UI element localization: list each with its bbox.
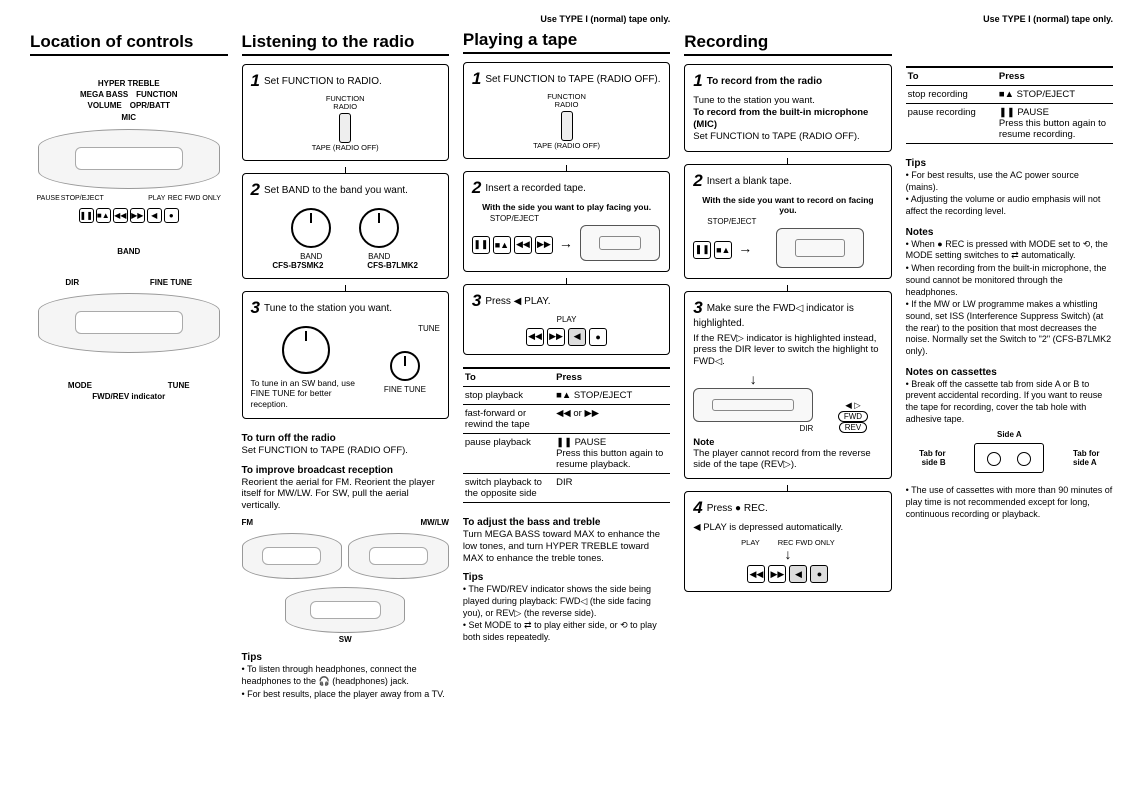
top-note-right: Use TYPE I (normal) tape only. <box>906 14 1113 24</box>
turn-off-head: To turn off the radio <box>242 433 449 444</box>
tape-tips: The FWD/REV indicator shows the side bei… <box>463 584 670 644</box>
tape-action-table: ToPress stop playback■▲ STOP/EJECT fast-… <box>463 367 670 503</box>
device-front-diagram <box>38 293 220 353</box>
section-title-controls: Location of controls <box>30 32 228 56</box>
control-labels-top: HYPER TREBLE MEGA BASSFUNCTION VOLUMEOPR… <box>30 78 228 123</box>
button-strip-labels: PAUSE STOP/EJECT PLAY REC FWD ONLY <box>30 195 228 202</box>
top-note-left: Use TYPE I (normal) tape only. <box>463 14 670 24</box>
radio-step-3: 3Tune to the station you want. To tune i… <box>242 291 449 419</box>
rec-notes: When ● REC is pressed with MODE set to ⟲… <box>906 239 1113 359</box>
rec-step-1: 1To record from the radio Tune to the st… <box>684 64 891 152</box>
control-labels-mid: BAND <box>30 247 228 256</box>
turn-off-body: Set FUNCTION to TAPE (RADIO OFF). <box>242 445 449 457</box>
improve-body: Reorient the aerial for FM. Reorient the… <box>242 477 449 513</box>
fwd-rev-label: FWD/REV indicator <box>30 392 228 401</box>
radio-step-2: 2Set BAND to the band you want. BAND BAN… <box>242 173 449 279</box>
device-top-diagram <box>38 129 220 189</box>
tape-step-1: 1Set FUNCTION to TAPE (RADIO OFF). FUNCT… <box>463 62 670 159</box>
section-title-radio: Listening to the radio <box>242 32 449 56</box>
section-title-recording: Recording <box>684 32 891 56</box>
tape-step-3: 3Press ◀ PLAY. PLAY ◀◀▶▶◀● <box>463 284 670 355</box>
cassette-diagram: Tab for side B Tab for side A <box>906 441 1113 475</box>
tape-step-2: 2Insert a recorded tape. With the side y… <box>463 171 670 272</box>
section-title-tape: Playing a tape <box>463 30 670 54</box>
rec-step-3: 3Make sure the FWD◁ indicator is highlig… <box>684 291 891 480</box>
rec-step-4: 4Press ● REC. ◀ PLAY is depressed automa… <box>684 491 891 592</box>
aerial-diagrams <box>242 533 449 579</box>
rec-step-2: 2Insert a blank tape. With the side you … <box>684 164 891 279</box>
rec-tips: For best results, use the AC power sourc… <box>906 170 1113 219</box>
improve-head: To improve broadcast reception <box>242 465 449 476</box>
button-strip-diagram: ❚❚■▲◀◀▶▶◀● <box>30 208 228 223</box>
rec-action-table: ToPress stop recording■▲ STOP/EJECT paus… <box>906 66 1113 144</box>
radio-tips: To listen through headphones, connect th… <box>242 664 449 701</box>
radio-step-1: 1Set FUNCTION to RADIO. FUNCTION RADIO T… <box>242 64 449 161</box>
